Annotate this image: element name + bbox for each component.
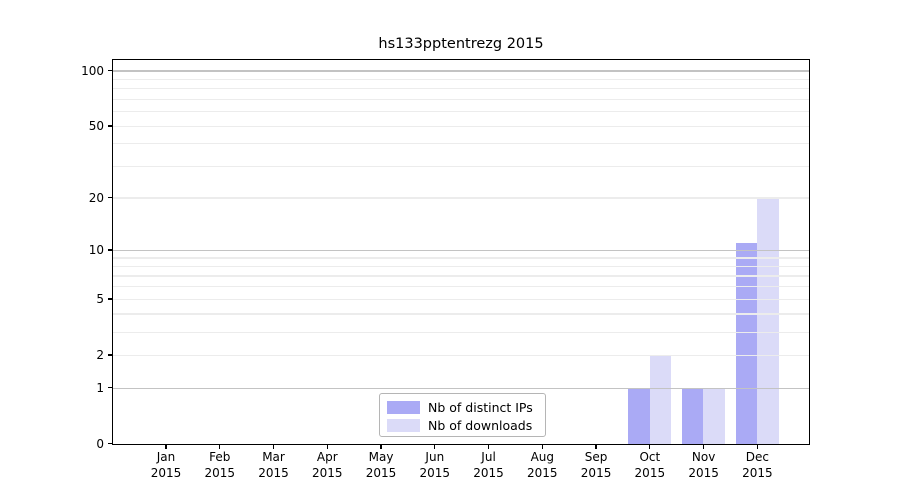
bar-downloads-oct xyxy=(649,354,672,444)
xtick-mark-apr xyxy=(326,445,328,449)
minor-gridline-70 xyxy=(113,98,809,101)
ytick-mark-5 xyxy=(108,298,112,300)
xtick-mark-dec xyxy=(756,445,758,449)
xtick-mark-jan xyxy=(165,445,167,449)
minor-gridline-8 xyxy=(113,265,809,268)
minor-gridline-30 xyxy=(113,165,809,168)
minor-gridline-90 xyxy=(113,78,809,81)
ytick-label-1: 1 xyxy=(96,380,104,395)
ytick-mark-2 xyxy=(108,354,112,356)
ytick-mark-1 xyxy=(108,387,112,389)
xtick-mark-nov xyxy=(703,445,705,449)
ytick-label-2: 2 xyxy=(96,347,104,362)
xtick-mark-jun xyxy=(434,445,436,449)
bar-distinct-ips-nov xyxy=(681,387,704,444)
xtick-label-may: May 2015 xyxy=(365,450,397,480)
minor-gridline-20 xyxy=(113,197,809,199)
xtick-label-jun: Jun 2015 xyxy=(419,450,451,480)
bar-distinct-ips-dec xyxy=(735,242,758,444)
legend-label-downloads: Nb of downloads xyxy=(428,417,533,433)
plot-area: Nb of distinct IPs Nb of downloads xyxy=(112,59,810,445)
xtick-label-sep: Sep 2015 xyxy=(580,450,612,480)
xtick-label-aug: Aug 2015 xyxy=(527,450,558,480)
ytick-label-100: 100 xyxy=(81,63,104,78)
xtick-mark-oct xyxy=(649,445,651,449)
minor-gridline-9 xyxy=(113,257,809,259)
ytick-mark-50 xyxy=(108,125,112,127)
legend-row-distinct-ips: Nb of distinct IPs xyxy=(387,398,537,416)
xtick-mark-jul xyxy=(487,445,490,449)
bar-downloads-nov xyxy=(703,387,725,444)
legend-label-distinct-ips: Nb of distinct IPs xyxy=(428,399,533,415)
minor-gridline-2 xyxy=(113,354,809,356)
bar-distinct-ips-oct xyxy=(628,387,650,444)
xtick-mark-sep xyxy=(595,445,597,449)
bar-downloads-dec xyxy=(757,197,779,444)
xtick-mark-may xyxy=(380,445,382,449)
ytick-label-50: 50 xyxy=(88,118,104,133)
minor-gridline-80 xyxy=(113,88,809,90)
minor-gridline-50 xyxy=(113,125,809,127)
xtick-mark-aug xyxy=(541,445,543,449)
ytick-label-10: 10 xyxy=(88,242,104,257)
xtick-label-oct: Oct 2015 xyxy=(634,450,666,480)
minor-gridline-6 xyxy=(113,286,809,288)
legend-swatch-downloads xyxy=(387,418,420,432)
minor-gridline-7 xyxy=(113,275,809,277)
major-gridline-100 xyxy=(113,70,809,72)
xtick-label-jan: Jan 2015 xyxy=(150,450,182,480)
minor-gridline-4 xyxy=(113,313,809,315)
ytick-label-5: 5 xyxy=(96,291,104,306)
xtick-label-feb: Feb 2015 xyxy=(204,450,236,480)
legend: Nb of distinct IPs Nb of downloads xyxy=(379,393,546,437)
minor-gridline-40 xyxy=(113,143,809,145)
ytick-mark-10 xyxy=(108,249,112,251)
xtick-label-dec: Dec 2015 xyxy=(742,450,773,480)
ytick-label-0: 0 xyxy=(96,436,104,451)
ytick-mark-0 xyxy=(108,443,112,445)
ytick-mark-100 xyxy=(108,70,112,72)
chart-title: hs133pptentrezg 2015 xyxy=(378,36,544,52)
minor-gridline-5 xyxy=(113,298,809,300)
major-gridline-1 xyxy=(113,387,809,389)
legend-row-downloads: Nb of downloads xyxy=(387,416,537,434)
xtick-label-mar: Mar 2015 xyxy=(258,450,289,480)
xtick-label-apr: Apr 2015 xyxy=(311,450,343,480)
xtick-mark-feb xyxy=(219,445,221,449)
ytick-label-20: 20 xyxy=(88,190,104,205)
legend-swatch-distinct-ips xyxy=(387,400,420,414)
xtick-label-jul: Jul 2015 xyxy=(473,450,504,480)
xtick-mark-mar xyxy=(272,445,275,449)
ytick-mark-20 xyxy=(108,197,112,199)
minor-gridline-60 xyxy=(113,111,809,113)
minor-gridline-3 xyxy=(113,331,809,333)
xtick-label-nov: Nov 2015 xyxy=(688,450,719,480)
major-gridline-10 xyxy=(113,249,809,251)
